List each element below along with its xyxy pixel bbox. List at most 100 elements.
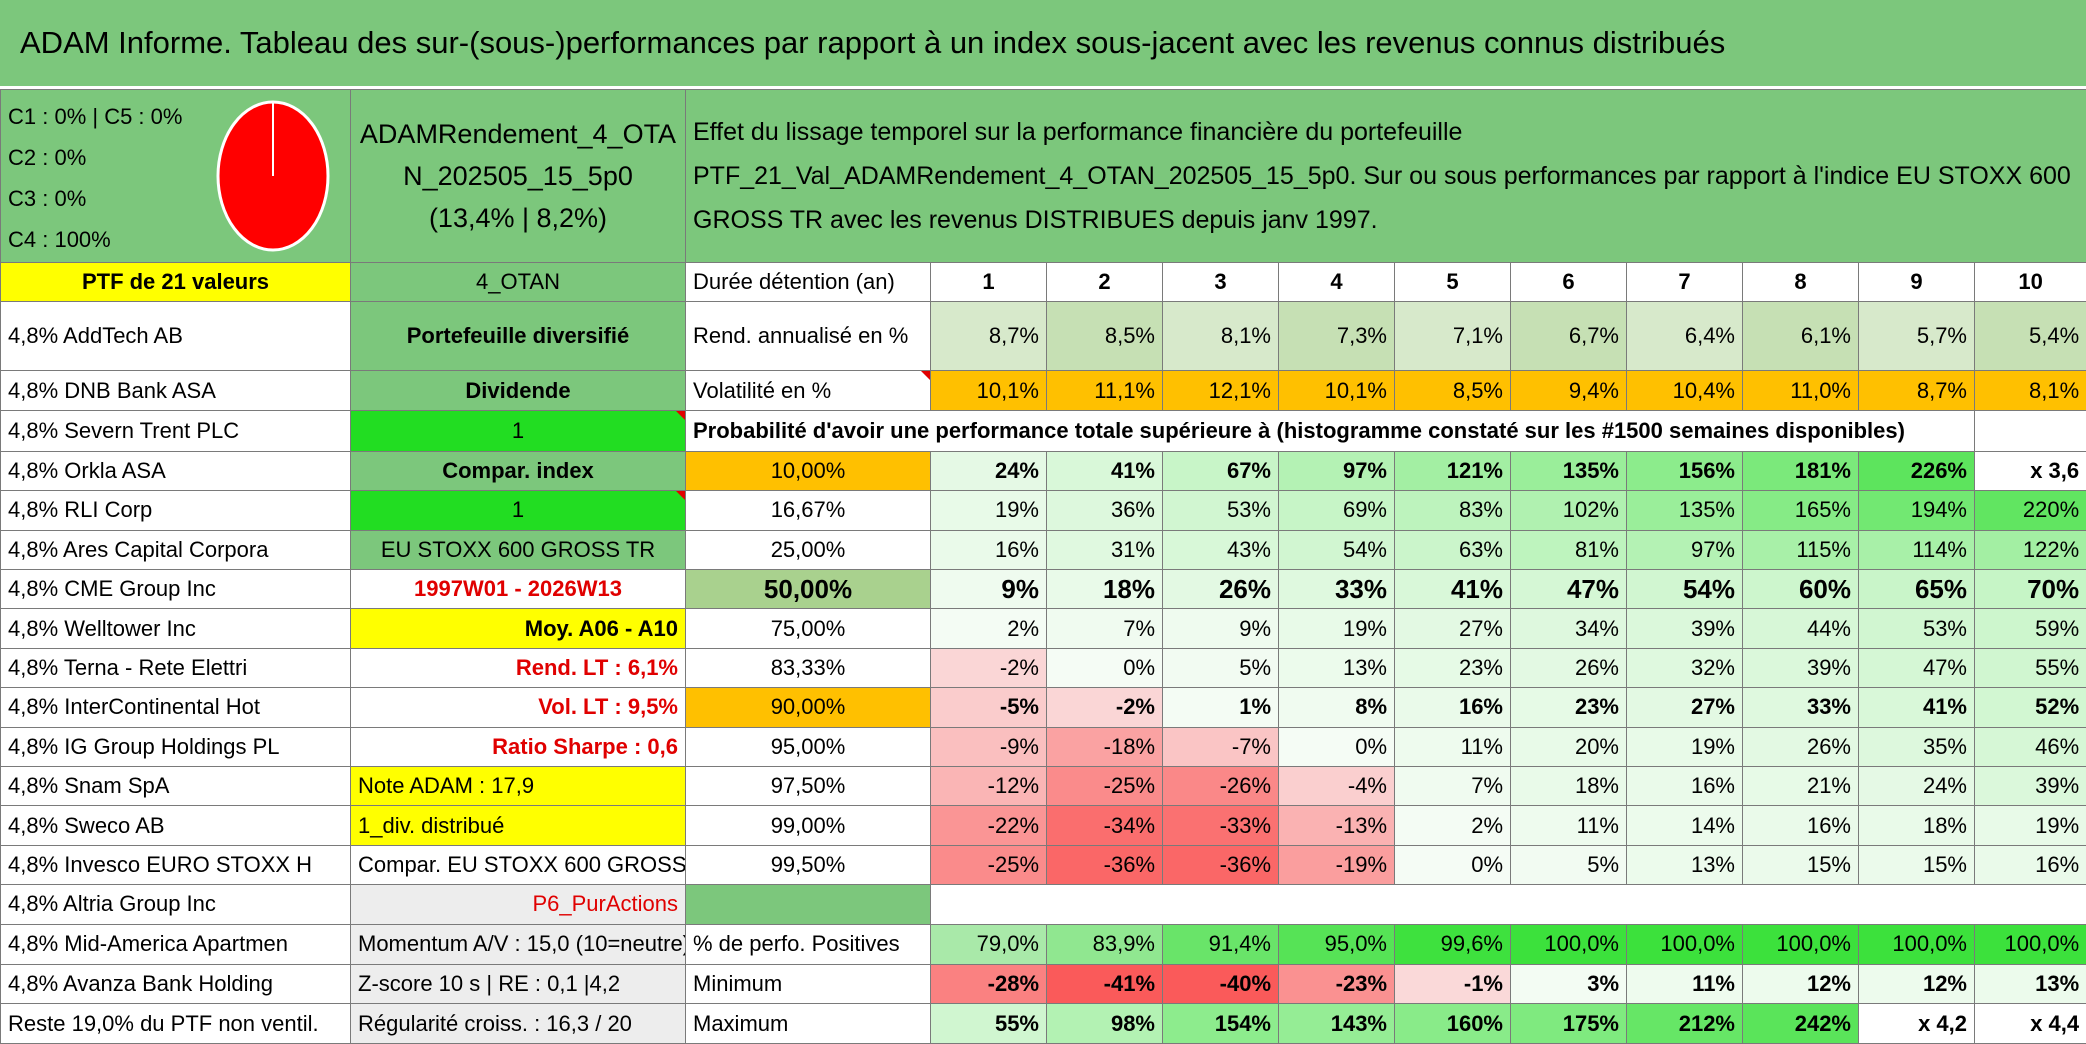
annual-return-value: 8,5% [1046,301,1163,371]
volatility-value: 8,1% [1973,369,2086,412]
legend-c1-c5: C1 : 0% | C5 : 0% [8,104,183,129]
year-header: 8 [1742,261,1859,303]
holding-duration-label: Durée détention (an) [685,261,931,303]
performance-value: 26% [1510,647,1627,689]
performance-value: 53% [1858,608,1975,649]
performance-value: 54% [1626,568,1743,610]
z-score: Z-score 10 s | RE : 0,1 |4,2 [350,964,686,1005]
performance-value: 19% [1278,608,1395,649]
performance-value: 121% [1394,450,1511,492]
performance-value: 5% [1162,647,1279,689]
performance-value: -7% [1162,726,1279,768]
quantile-label: 10,00% [685,450,931,492]
holding-row: 4,8% IG Group Holdings PL [0,726,351,768]
positive-perf-value: 100,0% [1626,923,1743,966]
dividend-label: Dividende [350,369,686,412]
performance-value: 1% [1162,687,1279,728]
performance-value: 2% [1394,805,1511,846]
volatility-value: 10,1% [930,369,1047,412]
performance-value: 32% [1626,647,1743,689]
maximum-value: 175% [1510,1003,1627,1044]
performance-value: 39% [1742,647,1859,689]
legend-c2: C2 : 0% [8,145,87,170]
performance-value: 23% [1510,687,1627,728]
volatility-value: 12,1% [1162,369,1279,412]
volatility-value: 9,4% [1510,369,1627,412]
quantile-label: 99,00% [685,805,931,846]
legend-c3: C3 : 0% [8,186,87,211]
performance-value: 43% [1162,529,1279,570]
performance-value: 21% [1742,766,1859,807]
maximum-value: 154% [1162,1003,1279,1044]
positive-perf-label: % de perfo. Positives [685,923,931,966]
quantile-label: 97,50% [685,766,931,807]
performance-value: 102% [1510,490,1627,531]
performance-value: 60% [1742,568,1859,610]
positive-perf-value: 100,0% [1858,923,1975,966]
performance-value: 19% [930,490,1047,531]
quantile-label: 90,00% [685,687,931,728]
performance-value: 13% [1626,844,1743,886]
maximum-value: x 4,4 [1973,1003,2086,1044]
performance-value: 115% [1742,529,1859,570]
performance-value: 83% [1394,490,1511,531]
performance-value: 156% [1626,450,1743,492]
performance-value: 16% [930,529,1047,570]
positive-perf-value: 91,4% [1162,923,1279,966]
holding-row: 4,8% Severn Trent PLC [0,410,351,452]
minimum-value: -40% [1162,964,1279,1005]
performance-sheet: C1 : 0% | C5 : 0% C2 : 0% C3 : 0% C4 : 1… [0,89,2086,1044]
year-header: 5 [1394,261,1511,303]
empty-cell [929,884,2086,925]
performance-value: 24% [1858,766,1975,807]
performance-value: 47% [1510,568,1627,610]
holding-row: 4,8% InterContinental Hot [0,687,351,728]
performance-value: 31% [1046,529,1163,570]
minimum-value: 3% [1510,964,1627,1005]
category-legend: C1 : 0% | C5 : 0% C2 : 0% C3 : 0% C4 : 1… [0,89,351,263]
performance-value: 33% [1742,687,1859,728]
performance-value: 0% [1394,844,1511,886]
performance-value: -36% [1162,844,1279,886]
annual-return-value: 6,7% [1510,301,1627,371]
maximum-value: 143% [1278,1003,1395,1044]
performance-value: -18% [1046,726,1163,768]
minimum-value: -41% [1046,964,1163,1005]
performance-value: 18% [1510,766,1627,807]
performance-value: -2% [1046,687,1163,728]
quantile-label: 16,67% [685,490,931,531]
performance-value: 63% [1394,529,1511,570]
minimum-value: 12% [1858,964,1975,1005]
performance-value: 11% [1510,805,1627,846]
portfolio-perf: (13,4% | 8,2%) [428,202,608,233]
performance-value: 18% [1858,805,1975,846]
positive-perf-value: 83,9% [1046,923,1163,966]
long-term-volatility: Vol. LT : 9,5% [350,687,686,728]
compar-index-label: Compar. index [350,450,686,492]
performance-value: 41% [1858,687,1975,728]
performance-value: 135% [1626,490,1743,531]
allocation-pie-chart [216,100,330,252]
performance-value: 11% [1394,726,1511,768]
comparison-index: Compar. EU STOXX 600 GROSS TR [350,844,686,886]
performance-value: 81% [1510,529,1627,570]
quantile-label: 75,00% [685,608,931,649]
performance-value: 7% [1394,766,1511,807]
maximum-value: x 4,2 [1858,1003,1975,1044]
flag-value-2: 1 [350,490,686,531]
performance-value: 23% [1394,647,1511,689]
annual-return-value: 7,1% [1394,301,1511,371]
maximum-value: 242% [1742,1003,1859,1044]
performance-value: -19% [1278,844,1395,886]
performance-value: 26% [1162,568,1279,610]
minimum-value: 13% [1973,964,2086,1005]
portfolio-type: Portefeuille diversifié [350,301,686,371]
performance-value: 122% [1973,529,2086,570]
performance-value: -5% [930,687,1047,728]
performance-value: 24% [930,450,1047,492]
holding-row: 4,8% Sweco AB [0,805,351,846]
performance-value: 7% [1046,608,1163,649]
performance-value: 5% [1510,844,1627,886]
performance-value: 53% [1162,490,1279,531]
holding-row: 4,8% Ares Capital Corpora [0,529,351,570]
